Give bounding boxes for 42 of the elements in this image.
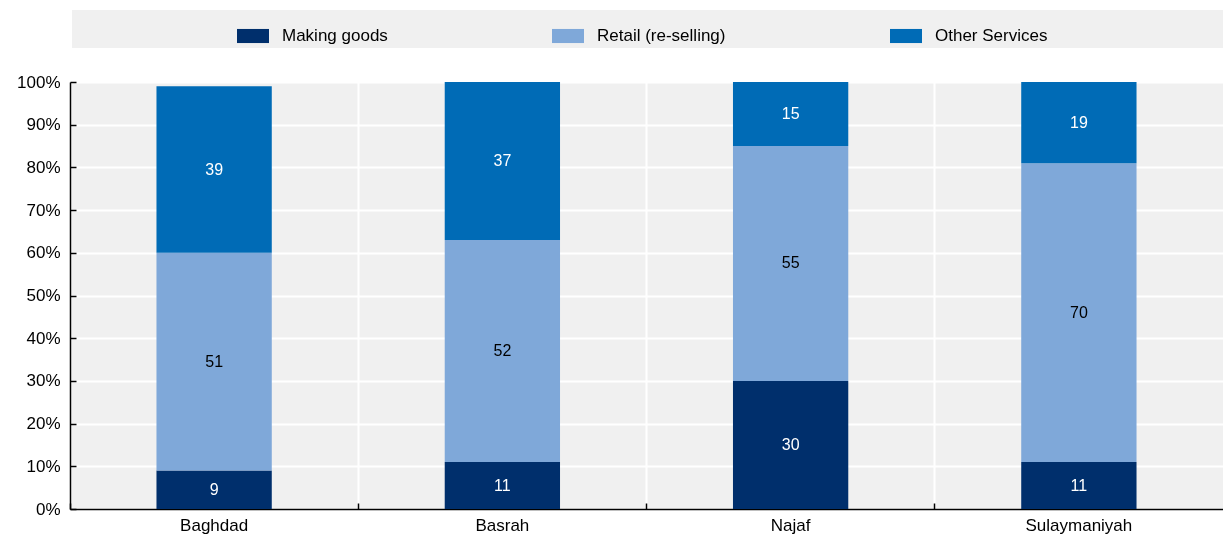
y-tick-label: 70% (26, 200, 61, 220)
bar (444, 462, 561, 509)
y-tick-label: 80% (26, 157, 61, 177)
y-tick-label: 20% (26, 414, 61, 434)
legend-label: Making goods (282, 26, 388, 45)
data-label: 39 (205, 160, 224, 178)
data-label: 9 (209, 480, 219, 498)
bar (732, 82, 849, 147)
y-tick-label: 50% (26, 286, 61, 305)
bar (732, 146, 849, 381)
y-tick-label: 40% (26, 328, 61, 348)
x-tick-label: Baghdad (180, 515, 249, 535)
y-tick-label: 0% (35, 499, 61, 519)
data-label: 37 (493, 151, 512, 169)
bar (732, 380, 849, 509)
y-tick-label: 10% (26, 456, 61, 476)
bar (1021, 163, 1137, 463)
bar (444, 239, 561, 463)
y-tick-label: 100% (17, 72, 61, 92)
data-label: 11 (1070, 476, 1088, 494)
data-label: 70 (1069, 303, 1088, 321)
y-tick-label: 30% (26, 371, 61, 391)
data-label: 51 (205, 352, 224, 370)
data-label: 19 (1069, 113, 1088, 131)
data-label: 30 (781, 435, 800, 453)
x-tick-label: Sulaymaniyah (1025, 515, 1133, 535)
bar (156, 86, 272, 253)
legend-label: Other Services (935, 26, 1048, 45)
legend-label: Retail (re-selling) (597, 26, 726, 45)
bar (1021, 462, 1137, 509)
data-label: 15 (781, 105, 800, 123)
x-tick-label: Basrah (475, 515, 530, 535)
y-tick-label: 90% (26, 115, 61, 135)
data-label: 52 (493, 342, 512, 360)
bar (156, 252, 272, 471)
data-label: 11 (494, 476, 511, 494)
bar (1021, 82, 1137, 164)
bar (444, 82, 561, 240)
bar (156, 470, 272, 509)
data-label: 55 (781, 254, 800, 272)
y-tick-label: 60% (26, 243, 61, 263)
x-tick-label: Najaf (770, 515, 811, 535)
